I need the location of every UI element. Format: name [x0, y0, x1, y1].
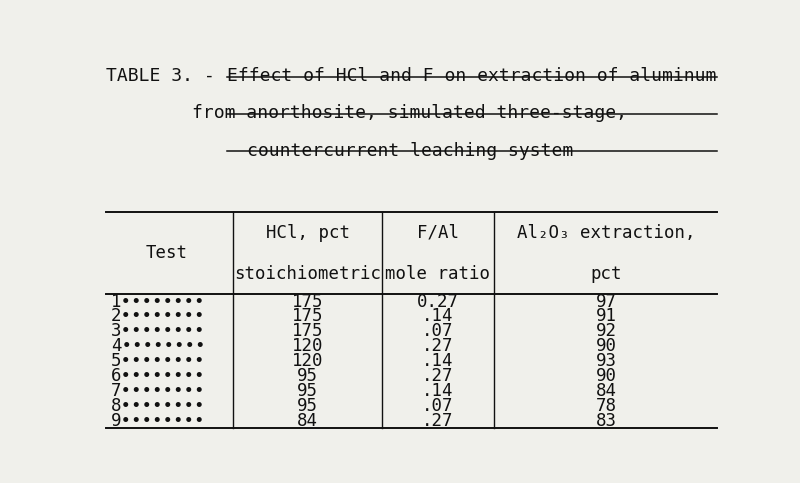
- Text: .14: .14: [422, 352, 454, 370]
- Text: 93: 93: [596, 352, 617, 370]
- Text: 4••••••••: 4••••••••: [111, 337, 206, 355]
- Text: .14: .14: [422, 382, 454, 400]
- Text: 9••••••••: 9••••••••: [111, 412, 206, 429]
- Text: mole ratio: mole ratio: [386, 265, 490, 283]
- Text: 84: 84: [298, 412, 318, 429]
- Text: HCl, pct: HCl, pct: [266, 224, 350, 242]
- Text: 78: 78: [596, 397, 617, 415]
- Text: 175: 175: [292, 308, 323, 326]
- Text: 97: 97: [596, 293, 617, 311]
- Text: 6••••••••: 6••••••••: [111, 367, 206, 385]
- Text: .27: .27: [422, 367, 454, 385]
- Text: 5••••••••: 5••••••••: [111, 352, 206, 370]
- Text: 0.27: 0.27: [417, 293, 459, 311]
- Text: 175: 175: [292, 322, 323, 341]
- Text: .14: .14: [422, 308, 454, 326]
- Text: 7••••••••: 7••••••••: [111, 382, 206, 400]
- Text: 95: 95: [298, 382, 318, 400]
- Text: .27: .27: [422, 337, 454, 355]
- Text: 95: 95: [298, 397, 318, 415]
- Text: 90: 90: [596, 367, 617, 385]
- Text: stoichiometric: stoichiometric: [234, 265, 382, 283]
- Text: .27: .27: [422, 412, 454, 429]
- Text: 92: 92: [596, 322, 617, 341]
- Text: .07: .07: [422, 322, 454, 341]
- Text: 84: 84: [596, 382, 617, 400]
- Text: Test: Test: [146, 244, 187, 262]
- Text: pct: pct: [590, 265, 622, 283]
- Text: 91: 91: [596, 308, 617, 326]
- Text: 95: 95: [298, 367, 318, 385]
- Text: 175: 175: [292, 293, 323, 311]
- Text: 90: 90: [596, 337, 617, 355]
- Text: 83: 83: [596, 412, 617, 429]
- Text: 2••••••••: 2••••••••: [111, 308, 206, 326]
- Text: countercurrent leaching system: countercurrent leaching system: [247, 142, 573, 160]
- Text: TABLE 3. -: TABLE 3. -: [106, 67, 226, 85]
- Text: 8••••••••: 8••••••••: [111, 397, 206, 415]
- Text: Effect of HCl and F on extraction of aluminum: Effect of HCl and F on extraction of alu…: [227, 67, 717, 85]
- Text: F/Al: F/Al: [417, 224, 459, 242]
- Text: 3••••••••: 3••••••••: [111, 322, 206, 341]
- Text: Al₂O₃ extraction,: Al₂O₃ extraction,: [518, 224, 696, 242]
- Text: from anorthosite, simulated three-stage,: from anorthosite, simulated three-stage,: [193, 104, 627, 123]
- Text: 120: 120: [292, 352, 323, 370]
- Text: 1••••••••: 1••••••••: [111, 293, 206, 311]
- Text: 120: 120: [292, 337, 323, 355]
- Text: .07: .07: [422, 397, 454, 415]
